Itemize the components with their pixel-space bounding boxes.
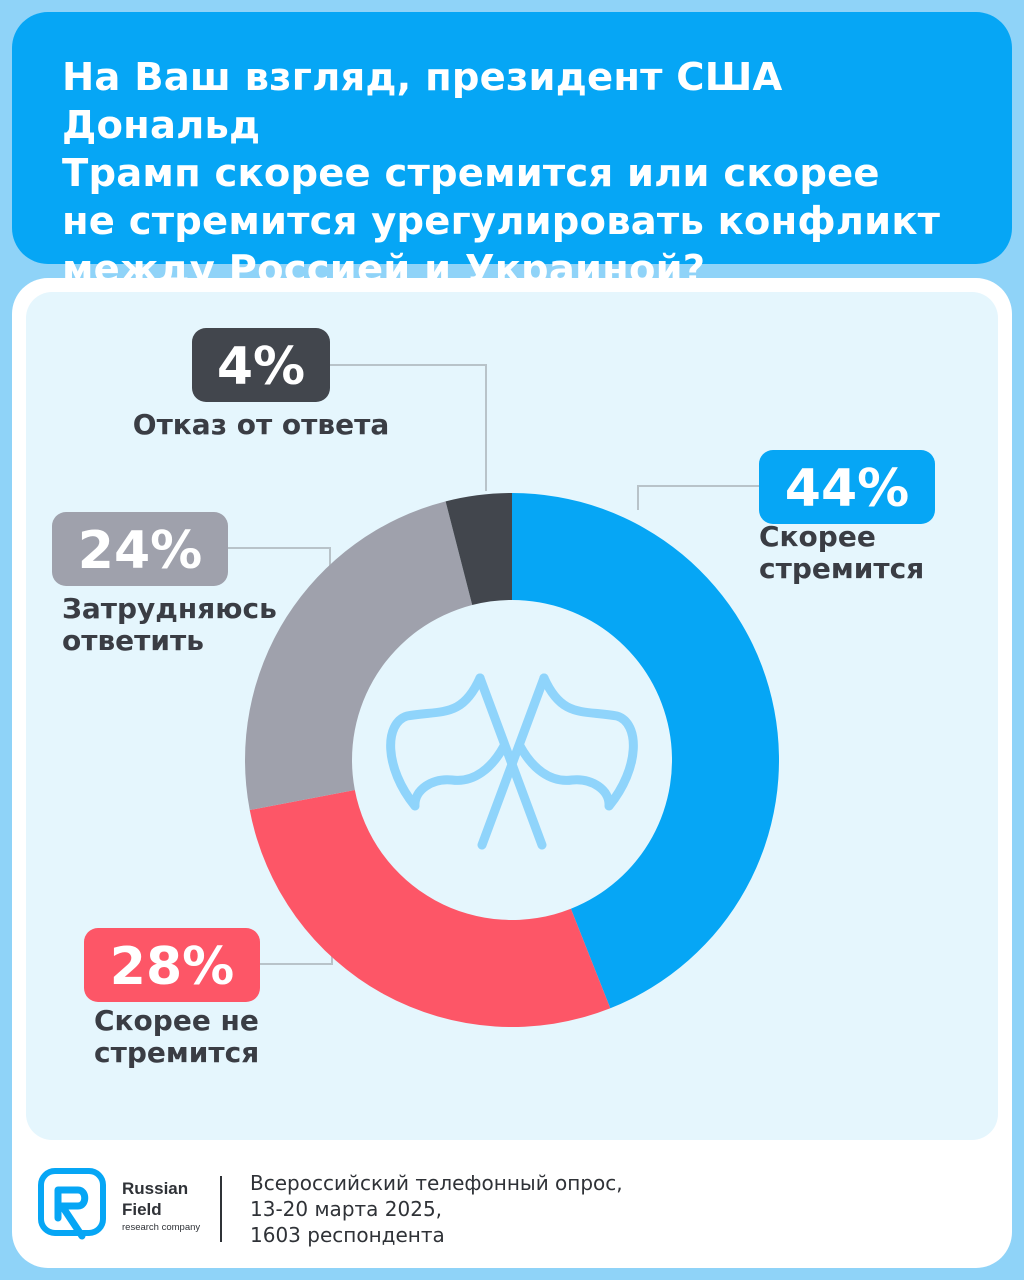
footer-divider (220, 1176, 222, 1242)
question-line: не стремится урегулировать конфликт (62, 199, 941, 244)
slice-likely-seeks (512, 493, 780, 1009)
russian-field-logo-icon (38, 1168, 106, 1240)
value-label-likely-not-seeks: 28% (110, 937, 234, 997)
value-label-likely-seeks: 44% (785, 459, 909, 519)
brand-name-line: Russian (122, 1179, 189, 1198)
value-badge-likely-seeks (759, 450, 935, 524)
brand-tagline: research company (122, 1222, 201, 1233)
question-line: На Ваш взгляд, президент США Дональд (62, 55, 783, 148)
question-header: На Ваш взгляд, президент США Дональд Тра… (12, 12, 1012, 292)
value-badge-hard-to-say (52, 512, 228, 586)
category-label-hard-to-say: ответить (62, 624, 204, 657)
results-card: 44% Скорее стремится 28% Скорее не стремится 2… (12, 278, 1012, 1268)
category-label-likely-seeks: Скорее (759, 520, 876, 553)
value-label-refused: 4% (217, 337, 305, 397)
category-label-likely-not-seeks: Скорее не (94, 1004, 259, 1037)
source-line: 1603 респондента (250, 1223, 445, 1247)
category-label-hard-to-say: Затрудняюсь (62, 592, 277, 625)
crossed-flags-icon (386, 673, 638, 850)
leader-line (637, 485, 759, 510)
brand-name-line: Field (122, 1200, 162, 1219)
category-label-refused: Отказ от ответа (133, 408, 389, 441)
question-title: На Ваш взгляд, президент США Дональд Тра… (62, 54, 962, 294)
category-label-likely-seeks: стремится (759, 552, 924, 585)
value-badge-likely-not-seeks (84, 928, 260, 1002)
question-line: Трамп скорее стремится или скорее (62, 151, 880, 196)
category-label-likely-not-seeks: стремится (94, 1036, 259, 1069)
leader-line (228, 547, 331, 568)
source-line: 13-20 марта 2025, (250, 1197, 443, 1221)
footer: Russian Field research company Всероссий… (38, 1168, 988, 1258)
source-line: Всероссийский телефонный опрос, (250, 1171, 623, 1195)
slice-hard-to-say (245, 501, 473, 811)
survey-source: Всероссийский телефонный опрос, 13-20 ма… (250, 1170, 850, 1248)
value-badge-refused (192, 328, 330, 402)
brand-block: Russian Field research company (122, 1178, 222, 1233)
leader-line (330, 364, 487, 491)
slice-refused (445, 493, 512, 606)
value-label-hard-to-say: 24% (78, 521, 202, 581)
slice-likely-not-seeks (249, 789, 611, 1027)
